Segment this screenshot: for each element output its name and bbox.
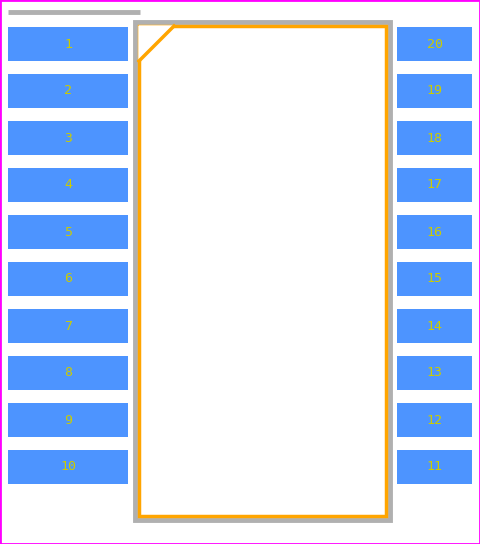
Bar — [8, 309, 128, 343]
Bar — [397, 121, 472, 155]
Bar — [8, 168, 128, 202]
Bar — [8, 27, 128, 61]
Bar — [8, 74, 128, 108]
Bar — [8, 121, 128, 155]
Text: 9: 9 — [64, 413, 72, 426]
Text: 15: 15 — [427, 273, 443, 286]
Bar — [8, 356, 128, 390]
Text: 11: 11 — [427, 461, 443, 473]
Polygon shape — [139, 26, 174, 61]
Text: 6: 6 — [64, 273, 72, 286]
Bar — [397, 450, 472, 484]
Bar — [8, 450, 128, 484]
Bar — [397, 168, 472, 202]
Text: 13: 13 — [427, 367, 443, 380]
Text: 4: 4 — [64, 178, 72, 191]
Text: 12: 12 — [427, 413, 443, 426]
Bar — [135, 22, 390, 520]
Text: 2: 2 — [64, 84, 72, 97]
Bar — [139, 26, 386, 516]
Bar — [397, 262, 472, 296]
Bar — [8, 403, 128, 437]
Text: 3: 3 — [64, 132, 72, 145]
Text: 8: 8 — [64, 367, 72, 380]
Bar — [397, 403, 472, 437]
Bar — [397, 27, 472, 61]
Text: 14: 14 — [427, 319, 443, 332]
Text: 16: 16 — [427, 226, 443, 238]
Text: 7: 7 — [64, 319, 72, 332]
Text: 20: 20 — [427, 38, 443, 51]
Bar — [397, 356, 472, 390]
Bar — [397, 74, 472, 108]
Text: 1: 1 — [64, 38, 72, 51]
Bar — [397, 309, 472, 343]
Text: 5: 5 — [64, 226, 72, 238]
Text: 10: 10 — [60, 461, 76, 473]
Bar — [8, 262, 128, 296]
Text: 18: 18 — [427, 132, 443, 145]
Text: 19: 19 — [427, 84, 443, 97]
Bar — [8, 215, 128, 249]
Text: 17: 17 — [427, 178, 443, 191]
Bar — [397, 215, 472, 249]
